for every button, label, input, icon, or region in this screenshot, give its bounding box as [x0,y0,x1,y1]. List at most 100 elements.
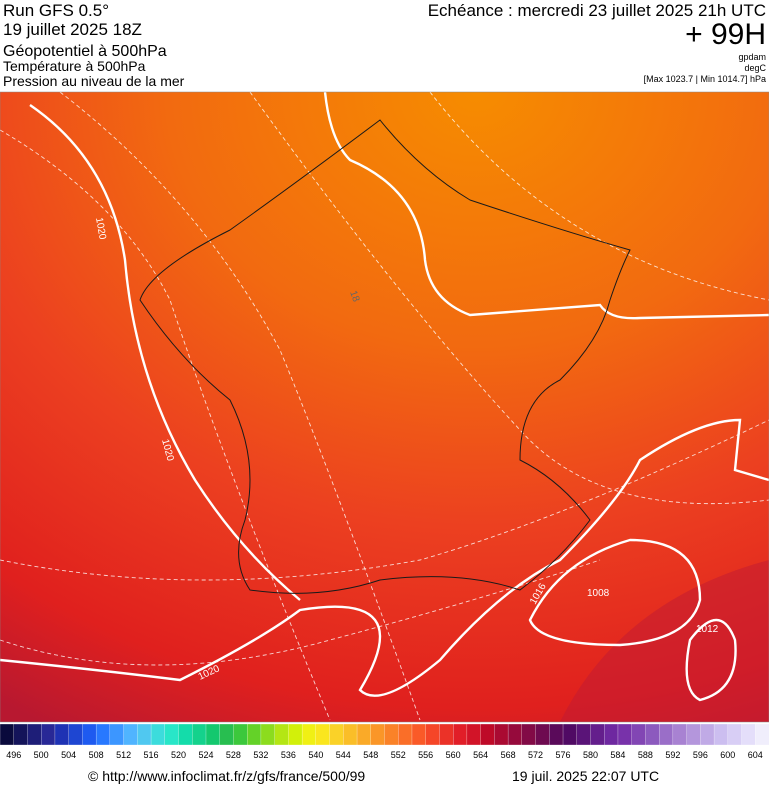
colorbar-label: 588 [638,750,653,760]
valid-time: Echéance : mercredi 23 juillet 2025 21h … [428,1,766,20]
unit: degC [744,63,766,73]
lead-time: + 99H [685,18,766,51]
colorbar-label: 500 [34,750,49,760]
colorbar-cell [700,723,715,746]
shade [560,560,769,722]
map: 1020 1020 1020 1016 1008 1012 18 [0,92,769,722]
colorbar-labels: 496 500 504 508 512 516 520 524 528 532 536 540 544 5… [6,750,763,760]
colorbar-cell [329,723,344,746]
subtitle: Température à 500hPa [3,58,146,74]
colorbar-label: 600 [720,750,735,760]
colorbar-cell [631,723,647,746]
unit: gpdam [738,52,766,62]
title: Géopotentiel à 500hPa [3,43,167,60]
colorbar-cell [411,723,427,746]
colorbar-label: 568 [501,750,516,760]
colorbar-label: 540 [308,750,323,760]
colorbar-cell [109,723,125,746]
colorbar-cell [658,723,674,746]
colorbar-cell [576,723,592,746]
colorbar-cell [755,723,769,746]
contour-label: 18 [347,289,361,304]
run-date: 19 juillet 2025 18Z [3,20,142,39]
colorbar-cell [288,723,303,746]
colorbar-cell [164,723,180,746]
colorbar-cell [453,723,468,746]
colorbar-label: 508 [89,750,104,760]
colorbar-label: 560 [446,750,461,760]
colorbar-cell [13,723,29,746]
colorbar-cell [727,723,743,746]
colorbar-cell [370,723,386,746]
colorbar-label: 516 [144,750,159,760]
colorbar-cell [68,723,84,746]
colorbar-cell [466,723,482,746]
colorbar-cell [150,723,166,746]
colorbar-label: 548 [363,750,378,760]
header: Run GFS 0.5° 19 juillet 2025 18Z Géopote… [3,1,767,89]
map-background [0,92,769,722]
colorbar-cell [233,723,248,746]
colorbar-label: 556 [418,750,433,760]
colorbar-cell [384,723,399,746]
colorbar-label: 604 [748,750,763,760]
colorbar-cell [507,723,523,746]
colorbar-cell [137,723,152,746]
colorbar-cell [54,723,70,746]
colorbar-cell [247,723,262,746]
colorbar-cell [521,723,537,746]
colorbar-cell [178,723,193,746]
colorbar-cell [562,723,578,746]
colorbar-cell [535,723,550,746]
colorbar-cell [645,723,660,746]
colorbar-cell [672,723,688,746]
colorbar-cell [549,723,564,746]
colorbar-cell [315,723,331,746]
colorbar-label: 552 [391,750,406,760]
contour-label: 1008 [587,588,610,599]
colorbar-cell [219,723,235,746]
subtitle: Pression au niveau de la mer [3,73,185,89]
contour-label: 1020 [93,217,108,241]
colorbar-cell [192,723,207,746]
colorbar-label: 592 [665,750,680,760]
colorbar-cell [41,723,56,746]
colorbar-label: 536 [281,750,296,760]
colorbar-label: 544 [336,750,351,760]
map-frame [0,91,769,723]
colorbar-label: 528 [226,750,241,760]
colorbar-cell [604,723,619,746]
colorbar-cell [0,723,15,746]
colorbar [0,723,769,746]
colorbar-label: 496 [6,750,21,760]
footer-timestamp: 19 juil. 2025 22:07 UTC [512,768,659,784]
colorbar-cell [425,723,441,746]
colorbar-cell [741,723,756,746]
colorbar-label: 504 [61,750,76,760]
contour-label: 1012 [696,624,719,635]
colorbar-label: 576 [556,750,571,760]
colorbar-cell [95,723,111,746]
colorbar-label: 524 [198,750,213,760]
colorbar-cell [205,723,221,746]
colorbar-cell [398,723,413,746]
colorbar-cell [439,723,454,746]
colorbar-cell [590,723,605,746]
colorbar-label: 584 [610,750,625,760]
colorbar-label: 596 [693,750,708,760]
colorbar-cell [27,723,42,746]
colorbar-cell [301,723,317,746]
pressure-range: [Max 1023.7 | Min 1014.7] hPa [644,74,766,84]
colorbar-cell [356,723,372,746]
colorbar-cell [274,723,290,746]
colorbar-label: 520 [171,750,186,760]
colorbar-label: 532 [253,750,268,760]
colorbar-cell [713,723,729,746]
run: Run GFS 0.5° [3,1,109,20]
colorbar-label: 512 [116,750,131,760]
colorbar-label: 580 [583,750,598,760]
colorbar-cell [260,723,276,746]
footer-url: © http://www.infoclimat.fr/z/gfs/france/… [88,768,365,784]
colorbar-cell [494,723,509,746]
